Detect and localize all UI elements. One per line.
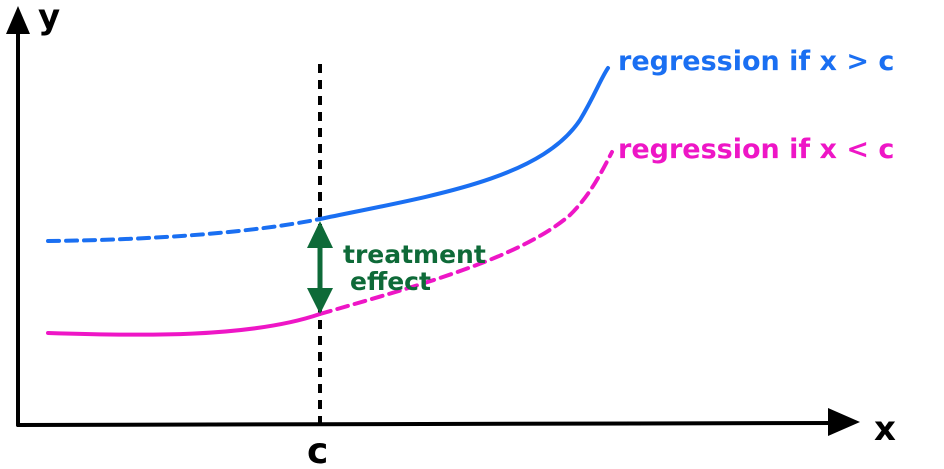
y-axis-arrowhead: [6, 6, 30, 34]
x-axis-line: [16, 421, 837, 427]
treatment-label-line1: treatment: [343, 240, 486, 269]
treatment-arrow-head-up: [307, 221, 333, 248]
lower-curve-dashed: [318, 150, 614, 316]
lower-curve-solid: [46, 312, 322, 337]
upper-curve-solid: [318, 66, 610, 221]
lower-curve-label: regression if x < c: [618, 134, 894, 165]
x-axis-arrowhead: [828, 408, 860, 436]
x-axis-label: x: [874, 409, 896, 449]
treatment-label-line2: effect: [350, 267, 431, 296]
upper-curve-label: regression if x > c: [618, 46, 894, 77]
y-axis-label: y: [38, 0, 60, 37]
treatment-arrow-head-down: [307, 288, 333, 314]
axes: [6, 6, 860, 436]
upper-curve-dashed: [46, 217, 322, 243]
cutoff-label: c: [307, 431, 328, 469]
treatment-arrow: [307, 221, 333, 314]
